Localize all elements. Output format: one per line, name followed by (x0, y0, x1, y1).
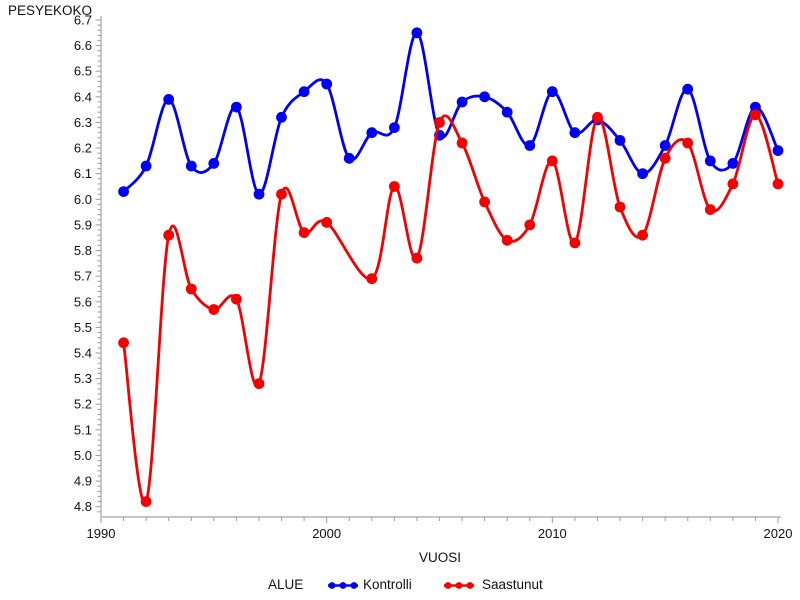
data-point-kontrolli (253, 188, 265, 200)
svg-text:4.8: 4.8 (74, 499, 92, 514)
data-point-saastunut (704, 204, 716, 216)
svg-text:6.5: 6.5 (74, 64, 92, 79)
data-point-saastunut (727, 178, 739, 190)
y-axis-title: PESYEKOKO (8, 3, 93, 18)
data-point-saastunut (163, 229, 175, 241)
data-point-kontrolli (727, 158, 739, 169)
svg-text:6.4: 6.4 (74, 89, 92, 104)
svg-text:2000: 2000 (312, 526, 341, 541)
svg-text:4.9: 4.9 (74, 474, 92, 489)
data-point-saastunut (118, 337, 129, 349)
data-point-kontrolli (614, 135, 626, 146)
svg-text:6.3: 6.3 (74, 115, 92, 130)
svg-text:5.1: 5.1 (74, 422, 92, 437)
series-line-kontrolli (122, 31, 780, 196)
data-point-saastunut (479, 196, 490, 208)
data-point-saastunut (185, 283, 197, 295)
data-point-saastunut (321, 217, 333, 228)
data-point-saastunut (298, 227, 310, 239)
svg-text:5.4: 5.4 (74, 346, 92, 361)
svg-text:6.6: 6.6 (74, 38, 92, 53)
svg-text:5.3: 5.3 (74, 371, 92, 386)
data-point-kontrolli (343, 152, 355, 164)
data-point-saastunut (434, 117, 445, 128)
series-line-saastunut (122, 113, 780, 505)
legend-label-kontrolli: Kontrolli (363, 577, 412, 592)
legend-label-saastunut: Saastunut (482, 577, 543, 592)
data-point-kontrolli (411, 27, 423, 39)
data-point-saastunut (569, 237, 581, 249)
data-point-kontrolli (321, 78, 333, 90)
saastunut-line-sample-icon (444, 582, 474, 589)
svg-text:5.0: 5.0 (74, 448, 92, 463)
svg-text:2020: 2020 (764, 526, 793, 541)
data-point-kontrolli (140, 160, 152, 172)
kontrolli-line-sample-icon (328, 582, 358, 589)
data-point-saastunut (592, 111, 603, 123)
data-point-kontrolli (231, 101, 242, 113)
data-point-saastunut (276, 188, 287, 200)
data-point-kontrolli (118, 186, 129, 198)
data-point-kontrolli (569, 127, 581, 139)
data-point-kontrolli (208, 158, 220, 169)
data-point-saastunut (208, 304, 220, 315)
legend-title: ALUE (268, 577, 304, 592)
svg-text:6.0: 6.0 (74, 192, 92, 207)
data-point-saastunut (524, 219, 536, 231)
data-point-saastunut (750, 109, 761, 121)
data-point-kontrolli (276, 111, 287, 123)
data-point-kontrolli (389, 122, 400, 133)
data-point-kontrolli (524, 140, 536, 151)
data-point-kontrolli (479, 91, 490, 103)
data-point-kontrolli (163, 94, 175, 105)
data-point-saastunut (682, 137, 694, 149)
svg-text:6.1: 6.1 (74, 166, 92, 181)
data-point-saastunut (614, 201, 626, 213)
data-point-kontrolli (682, 83, 694, 95)
data-point-kontrolli (772, 145, 784, 157)
svg-text:5.7: 5.7 (74, 269, 92, 284)
data-point-saastunut (253, 378, 265, 390)
svg-text:6.7: 6.7 (74, 13, 92, 28)
data-point-saastunut (231, 293, 242, 305)
data-point-saastunut (389, 181, 400, 192)
svg-text:2010: 2010 (538, 526, 567, 541)
data-point-saastunut (772, 178, 784, 190)
data-point-kontrolli (659, 140, 671, 151)
data-point-kontrolli (750, 101, 761, 113)
data-point-kontrolli (637, 168, 648, 180)
svg-text:1990: 1990 (87, 526, 116, 541)
svg-text:6.2: 6.2 (74, 141, 92, 156)
svg-text:5.9: 5.9 (74, 217, 92, 232)
data-point-saastunut (411, 252, 423, 264)
svg-text:5.5: 5.5 (74, 320, 92, 335)
data-point-kontrolli (366, 127, 378, 139)
svg-text:5.2: 5.2 (74, 397, 92, 412)
data-point-saastunut (659, 152, 671, 164)
data-point-saastunut (366, 273, 378, 285)
svg-text:5.8: 5.8 (74, 243, 92, 258)
data-point-saastunut (501, 234, 513, 246)
data-point-kontrolli (501, 106, 513, 118)
data-point-saastunut (456, 137, 468, 149)
data-point-kontrolli (704, 155, 716, 167)
data-point-saastunut (140, 496, 152, 507)
data-point-saastunut (546, 155, 558, 167)
data-point-kontrolli (456, 96, 468, 108)
svg-text:5.6: 5.6 (74, 294, 92, 309)
data-point-kontrolli (185, 160, 197, 172)
data-point-saastunut (637, 229, 648, 241)
x-axis-title: VUOSI (418, 550, 462, 565)
data-point-kontrolli (546, 86, 558, 98)
data-point-kontrolli (298, 86, 310, 98)
